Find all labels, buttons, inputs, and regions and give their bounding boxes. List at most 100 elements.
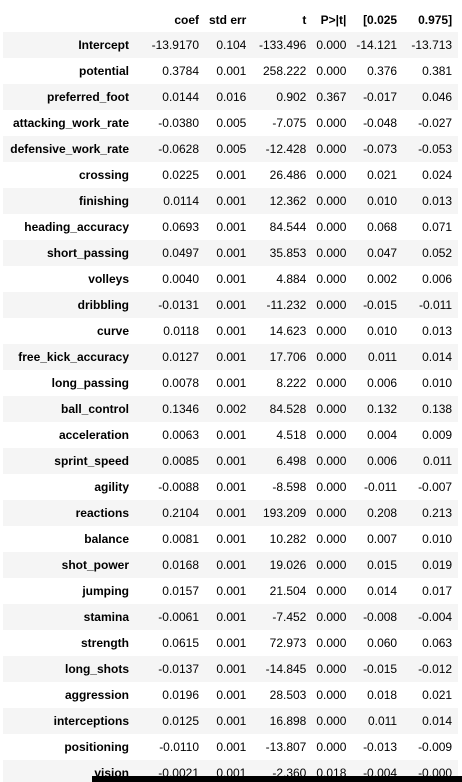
table-row: free_kick_accuracy 0.0127 0.001 17.706 0.000… — [3, 344, 459, 370]
cell-t: 21.504 — [269, 584, 307, 598]
table-row: short_passing 0.0497 0.001 35.853 0.000 0.047… — [3, 240, 459, 266]
cell-p-value: 0.000 — [316, 480, 347, 494]
table-row: preferred_foot 0.0144 0.016 0.902 0.367 -0.01… — [3, 84, 459, 110]
row-label: positioning — [64, 740, 129, 754]
cell-std-err: 0.001 — [216, 168, 247, 182]
cell-ci-high: 0.021 — [422, 688, 453, 702]
cell-std-err: 0.001 — [216, 558, 247, 572]
cell-ci-low: 0.010 — [367, 194, 398, 208]
table-row: sprint_speed 0.0085 0.001 6.498 0.000 0.006 0.… — [3, 448, 459, 474]
cell-ci-high: -0.004 — [418, 610, 453, 624]
cell-ci-high: 0.063 — [422, 636, 453, 650]
cell-coef: 0.0157 — [162, 584, 199, 598]
row-label: long_passing — [51, 376, 129, 390]
cell-t: 16.898 — [269, 714, 307, 728]
table-row: defensive_work_rate -0.0628 0.005 -12.428 0.… — [3, 136, 459, 162]
table-row: crossing 0.0225 0.001 26.486 0.000 0.021 0.024 — [3, 162, 459, 188]
cell-t: 19.026 — [269, 558, 307, 572]
column-header-ci-high: 0.975] — [418, 12, 453, 27]
cell-ci-high: 0.010 — [422, 532, 453, 546]
cell-std-err: 0.001 — [216, 740, 247, 754]
cell-coef: 0.0144 — [162, 90, 199, 104]
cell-std-err: 0.005 — [216, 116, 247, 130]
table-row: strength 0.0615 0.001 72.973 0.000 0.060 0.063 — [3, 630, 459, 656]
cell-ci-high: 0.138 — [422, 402, 453, 416]
cell-std-err: 0.001 — [216, 194, 247, 208]
cell-p-value: 0.000 — [316, 376, 347, 390]
horizontal-scrollbar[interactable] — [92, 776, 462, 782]
row-label: crossing — [78, 168, 129, 182]
table-row: volleys 0.0040 0.001 4.884 0.000 0.002 0.006 — [3, 266, 459, 292]
cell-p-value: 0.000 — [316, 64, 347, 78]
cell-ci-low: 0.060 — [367, 636, 398, 650]
cell-p-value: 0.000 — [316, 506, 347, 520]
cell-p-value: 0.000 — [316, 662, 347, 676]
cell-ci-high: -0.012 — [418, 662, 453, 676]
row-label: ball_control — [60, 402, 129, 416]
cell-coef: 0.0693 — [162, 220, 199, 234]
cell-std-err: 0.001 — [216, 688, 247, 702]
cell-p-value: 0.000 — [316, 38, 347, 52]
cell-ci-high: 0.046 — [422, 90, 453, 104]
cell-ci-low: -14.121 — [356, 38, 398, 52]
cell-ci-low: 0.002 — [367, 272, 398, 286]
cell-ci-high: 0.024 — [422, 168, 453, 182]
row-label: attacking_work_rate — [12, 116, 129, 130]
cell-coef: 0.0040 — [162, 272, 199, 286]
cell-p-value: 0.000 — [316, 532, 347, 546]
cell-ci-high: 0.013 — [422, 194, 453, 208]
cell-ci-low: 0.015 — [367, 558, 398, 572]
row-label: shot_power — [61, 558, 129, 572]
cell-coef: 0.0114 — [163, 194, 199, 208]
cell-coef: 0.0615 — [162, 636, 199, 650]
cell-p-value: 0.000 — [316, 116, 347, 130]
row-label: reactions — [75, 506, 129, 520]
cell-t: 258.222 — [262, 64, 307, 78]
cell-p-value: 0.000 — [316, 714, 347, 728]
cell-std-err: 0.001 — [216, 64, 247, 78]
cell-std-err: 0.001 — [216, 480, 247, 494]
cell-ci-low: -0.015 — [363, 662, 398, 676]
cell-std-err: 0.001 — [216, 376, 247, 390]
row-label: sprint_speed — [54, 454, 129, 468]
cell-t: -7.075 — [272, 116, 307, 130]
cell-std-err: 0.001 — [216, 272, 247, 286]
table-row: interceptions 0.0125 0.001 16.898 0.000 0.011… — [3, 708, 459, 734]
column-header-t: t — [302, 12, 307, 27]
cell-ci-low: 0.011 — [367, 350, 398, 364]
cell-coef: -0.0137 — [158, 662, 199, 676]
cell-std-err: 0.002 — [216, 402, 247, 416]
cell-t: 35.853 — [269, 246, 307, 260]
row-label: free_kick_accuracy — [18, 350, 129, 364]
table-row: reactions 0.2104 0.001 193.209 0.000 0.208 0.2… — [3, 500, 459, 526]
cell-t: -133.496 — [258, 38, 307, 52]
table-row: attacking_work_rate -0.0380 0.005 -7.075 0.0… — [3, 110, 459, 136]
cell-ci-low: 0.208 — [367, 506, 398, 520]
cell-coef: -13.9170 — [151, 38, 199, 52]
table-row: finishing 0.0114 0.001 12.362 0.000 0.010 0.01… — [3, 188, 459, 214]
row-label: short_passing — [46, 246, 129, 260]
cell-std-err: 0.001 — [216, 662, 247, 676]
cell-t: 193.209 — [262, 506, 307, 520]
cell-p-value: 0.000 — [316, 636, 347, 650]
table-row: shot_power 0.0168 0.001 19.026 0.000 0.015 0.0… — [3, 552, 459, 578]
cell-p-value: 0.000 — [316, 246, 347, 260]
row-label: strength — [81, 636, 129, 650]
column-header-p-value: P>|t| — [320, 12, 347, 27]
cell-p-value: 0.000 — [316, 220, 347, 234]
cell-ci-low: 0.014 — [367, 584, 398, 598]
cell-ci-high: -0.011 — [418, 298, 453, 312]
row-label: agility — [94, 480, 129, 494]
table-row: aggression 0.0196 0.001 28.503 0.000 0.018 0.0… — [3, 682, 459, 708]
row-label: aggression — [64, 688, 129, 702]
cell-ci-high: 0.009 — [422, 428, 453, 442]
cell-std-err: 0.001 — [216, 324, 247, 338]
cell-std-err: 0.001 — [216, 454, 247, 468]
cell-std-err: 0.001 — [216, 610, 247, 624]
cell-ci-low: 0.006 — [367, 454, 398, 468]
cell-coef: -0.0088 — [158, 480, 199, 494]
cell-p-value: 0.000 — [316, 350, 347, 364]
cell-coef: -0.0061 — [158, 610, 199, 624]
cell-ci-low: 0.011 — [367, 714, 398, 728]
table-row: dribbling -0.0131 0.001 -11.232 0.000 -0.015 -… — [3, 292, 459, 318]
